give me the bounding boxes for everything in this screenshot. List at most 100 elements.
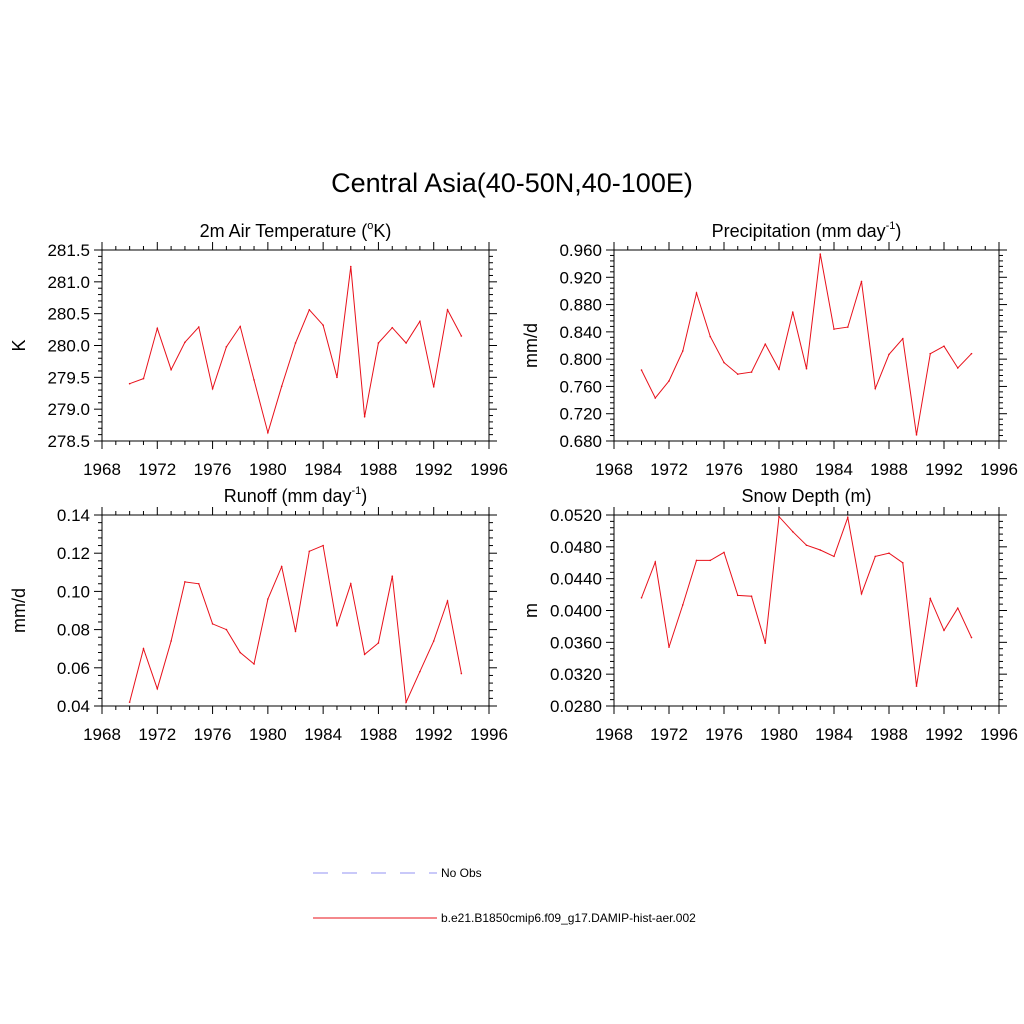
y-tick-label: 0.0480	[550, 538, 602, 557]
x-tick-label: 1996	[470, 725, 508, 744]
y-tick-label: 0.680	[559, 432, 602, 451]
data-point	[349, 582, 352, 585]
data-point	[750, 595, 753, 597]
data-point	[791, 311, 794, 313]
data-point	[695, 559, 698, 562]
data-point	[750, 371, 753, 373]
y-tick-label: 0.960	[559, 241, 602, 260]
y-tick-label: 281.0	[47, 273, 90, 292]
data-point	[460, 335, 463, 337]
data-point	[888, 552, 890, 554]
data-point	[170, 640, 172, 642]
x-tick-label: 1972	[138, 460, 176, 479]
data-point	[833, 328, 835, 330]
x-tick-label: 1980	[760, 460, 798, 479]
legend-obs-label: No Obs	[441, 866, 482, 880]
series-line	[129, 544, 462, 705]
data-point	[349, 265, 352, 268]
x-tick-label: 1996	[980, 725, 1018, 744]
y-axis-label: m	[521, 603, 541, 618]
data-point	[363, 416, 366, 418]
panel-title-main: 2m Air Temperature (	[200, 221, 368, 241]
data-point	[860, 280, 863, 283]
data-point	[970, 352, 973, 355]
data-point	[915, 685, 918, 687]
data-point	[681, 350, 684, 352]
data-point	[668, 380, 670, 382]
data-point	[654, 561, 657, 563]
series-line	[641, 515, 972, 687]
x-tick-label: 1996	[470, 460, 508, 479]
data-point	[142, 647, 145, 650]
y-tick-label: 0.800	[559, 350, 602, 369]
data-point	[197, 326, 200, 328]
panel-1: 2m Air Temperature (oK) K 1968 1972 1976 1980…	[9, 220, 508, 479]
data-point	[184, 581, 186, 583]
y-tick-label: 0.0360	[550, 633, 602, 652]
data-point	[709, 559, 712, 562]
y-tick-label: 0.760	[559, 377, 602, 396]
x-tick-label: 1992	[925, 460, 963, 479]
y-tick-label: 0.0320	[550, 665, 602, 684]
data-point	[184, 341, 186, 344]
y-axis-label: mm/d	[521, 323, 541, 368]
data-point	[156, 327, 159, 330]
data-point	[943, 345, 945, 347]
x-tick-label: 1968	[595, 460, 633, 479]
data-point	[322, 544, 324, 547]
data-point	[654, 397, 657, 399]
data-point	[211, 387, 214, 390]
x-tick-label: 1972	[650, 460, 688, 479]
panel-3: Runoff (mm day-1) mm/d 1968 1972 1976 1980 198…	[9, 485, 508, 744]
y-axis-label: K	[9, 339, 29, 351]
x-tick-label: 1988	[360, 725, 398, 744]
y-tick-label: 281.5	[47, 241, 90, 260]
data-point	[778, 515, 780, 518]
data-point	[874, 555, 877, 558]
data-point	[239, 651, 242, 654]
data-point	[778, 368, 780, 371]
y-tick-label: 0.14	[57, 506, 90, 525]
panel-title-sup: -1	[886, 220, 896, 232]
data-point	[805, 367, 808, 370]
data-point	[860, 592, 863, 595]
data-point	[225, 628, 228, 631]
y-tick-label: 280.5	[47, 305, 90, 324]
panel-title: 2m Air Temperature (oK)	[200, 220, 392, 241]
data-point	[336, 376, 338, 379]
x-tick-label: 1976	[194, 460, 232, 479]
y-tick-label: 0.06	[57, 659, 90, 678]
y-tick-label: 0.10	[57, 582, 90, 601]
panel-title: Snow Depth (m)	[741, 486, 871, 506]
data-point	[943, 629, 945, 632]
legend-model-label: b.e21.B1850cmip6.f09_g17.DAMIP-hist-aer.…	[441, 911, 696, 925]
data-point	[640, 596, 643, 599]
figure-title: Central Asia(40-50N,40-100E)	[331, 168, 693, 198]
x-tick-label: 1988	[360, 460, 398, 479]
data-point	[640, 369, 643, 371]
data-point	[419, 670, 421, 673]
data-point	[280, 565, 283, 568]
y-tick-label: 0.04	[57, 697, 90, 716]
x-tick-label: 1980	[249, 725, 287, 744]
x-tick-label: 1972	[650, 725, 688, 744]
x-tick-label: 1976	[705, 725, 743, 744]
data-point	[336, 624, 338, 627]
data-point	[363, 653, 366, 656]
panel-title-tail: )	[361, 486, 367, 506]
x-tick-label: 1992	[415, 460, 453, 479]
data-point	[170, 368, 172, 371]
data-point	[253, 663, 255, 665]
series-line	[641, 254, 972, 435]
data-point	[432, 386, 435, 388]
data-point	[874, 387, 877, 390]
data-point	[142, 377, 145, 380]
x-tick-label: 1976	[194, 725, 232, 744]
data-point	[901, 561, 904, 564]
data-point	[267, 431, 269, 434]
data-point	[460, 672, 463, 675]
data-point	[197, 582, 200, 585]
data-point	[432, 640, 435, 642]
data-point	[156, 688, 159, 690]
